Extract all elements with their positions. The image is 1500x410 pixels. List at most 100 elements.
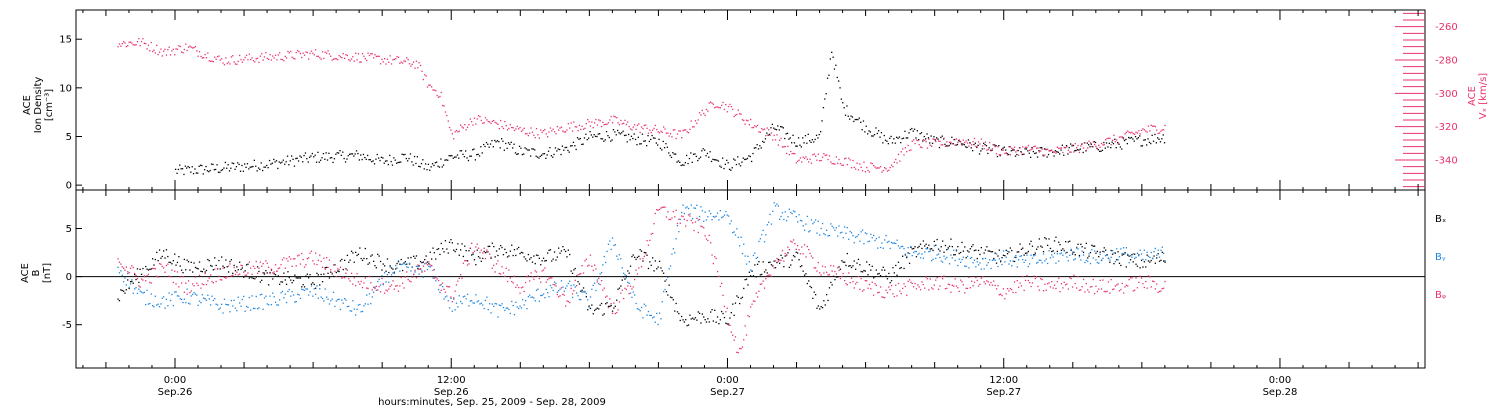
data-point	[1001, 149, 1003, 151]
data-point	[553, 251, 556, 253]
data-point	[653, 127, 655, 130]
data-point	[820, 274, 822, 276]
data-point	[542, 293, 545, 295]
data-point	[1020, 151, 1023, 154]
data-point	[569, 301, 571, 304]
data-point	[378, 278, 380, 280]
data-point	[1002, 149, 1005, 151]
data-point	[892, 293, 894, 295]
data-point	[646, 254, 648, 256]
data-point	[197, 284, 199, 286]
data-point	[607, 122, 610, 124]
data-point	[780, 254, 782, 256]
data-point	[917, 253, 919, 256]
data-point	[297, 293, 299, 295]
data-point	[1026, 146, 1028, 149]
data-point	[1136, 138, 1138, 140]
data-point	[995, 145, 997, 147]
data-point	[747, 284, 749, 286]
data-point	[371, 53, 373, 55]
top-panel-right-y-axis: -340-320-300-280-260	[1395, 12, 1458, 188]
data-point	[216, 164, 218, 166]
data-point	[585, 258, 587, 260]
data-point	[1124, 251, 1126, 254]
data-point	[534, 137, 536, 139]
data-point	[285, 57, 288, 59]
data-point	[960, 251, 962, 254]
data-point	[513, 275, 516, 277]
data-point	[707, 216, 709, 218]
data-point	[1082, 147, 1085, 149]
data-point	[197, 304, 199, 306]
data-point	[328, 277, 331, 279]
data-point	[1113, 263, 1115, 265]
data-point	[451, 133, 453, 135]
data-point	[1027, 250, 1029, 253]
data-point	[904, 130, 906, 132]
data-point	[361, 286, 364, 289]
data-point	[214, 298, 216, 300]
data-point	[671, 253, 673, 255]
data-point	[849, 282, 851, 284]
data-point	[922, 240, 924, 242]
data-point	[467, 159, 470, 162]
data-point	[407, 160, 409, 162]
data-point	[1147, 138, 1149, 140]
data-point	[1016, 280, 1018, 282]
data-point	[1138, 130, 1140, 132]
data-point	[709, 151, 711, 153]
data-point	[667, 132, 669, 134]
data-point	[542, 257, 545, 259]
data-point	[1112, 143, 1115, 145]
data-point	[200, 270, 202, 272]
data-point	[1030, 285, 1032, 288]
data-point	[291, 155, 293, 157]
data-point	[302, 284, 304, 286]
data-point	[1162, 134, 1164, 136]
data-point	[1140, 253, 1143, 255]
data-point	[349, 259, 351, 261]
data-point	[484, 145, 486, 148]
data-point	[1073, 274, 1075, 276]
data-point	[1147, 255, 1150, 257]
data-point	[439, 95, 441, 98]
data-point	[438, 166, 441, 168]
data-point	[164, 257, 166, 259]
data-point	[832, 56, 834, 58]
data-point	[245, 264, 248, 266]
data-point	[971, 256, 973, 259]
data-point	[687, 214, 690, 216]
data-point	[870, 233, 872, 235]
data-point	[770, 275, 773, 277]
data-point	[1021, 153, 1023, 156]
data-point	[1116, 139, 1118, 141]
data-point	[940, 276, 942, 278]
data-point	[259, 281, 261, 283]
data-point	[591, 304, 593, 306]
data-point	[634, 294, 636, 296]
data-point	[366, 258, 368, 260]
data-point	[781, 250, 784, 252]
data-point	[1051, 254, 1053, 256]
data-point	[433, 164, 435, 167]
data-point	[927, 137, 930, 139]
data-point	[337, 58, 339, 61]
data-point	[816, 159, 818, 161]
data-point	[237, 60, 239, 63]
data-point	[994, 284, 996, 287]
data-point	[384, 58, 386, 60]
data-point	[367, 154, 369, 157]
data-point	[236, 310, 238, 312]
data-point	[864, 280, 866, 282]
data-point	[768, 274, 770, 276]
data-point	[216, 304, 219, 306]
data-point	[808, 280, 810, 282]
data-point	[220, 169, 222, 172]
legend-entry: Bᵩ	[1435, 290, 1446, 301]
data-point	[364, 58, 366, 60]
data-point	[683, 212, 685, 215]
data-point	[461, 243, 463, 245]
data-point	[602, 264, 604, 266]
data-point	[1157, 249, 1159, 251]
data-point	[701, 150, 703, 152]
